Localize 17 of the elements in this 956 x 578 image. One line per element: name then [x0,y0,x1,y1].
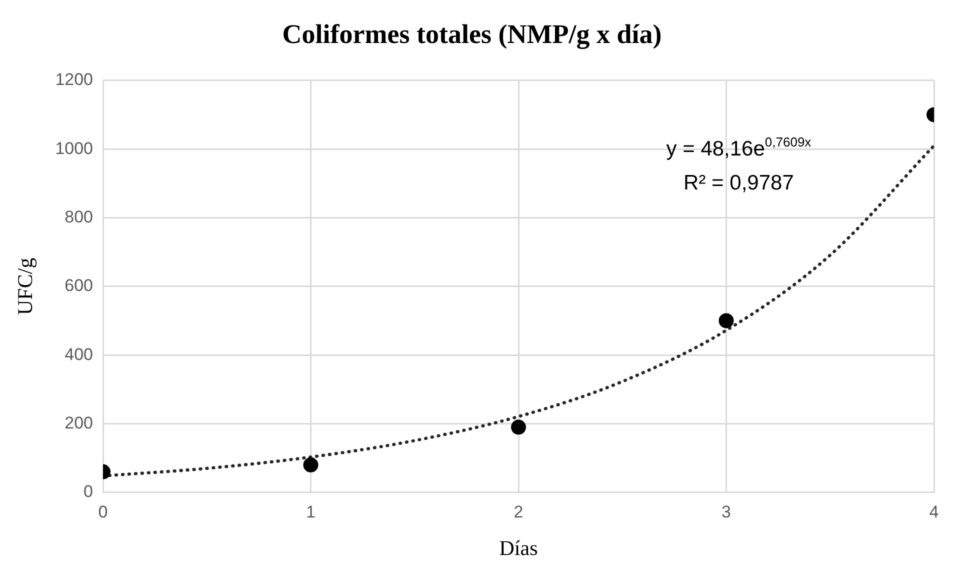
y-tick-label: 200 [64,413,94,432]
y-tick-label: 800 [64,207,94,226]
x-tick-label: 4 [929,502,939,522]
x-tick-label: 1 [306,502,316,522]
x-tick-label: 3 [722,502,731,522]
y-axis-title: UFC/g [13,257,38,315]
y-tick-label: 0 [84,482,94,502]
chart-title: Coliformes totales (NMP/g x día) [282,19,662,50]
y-tick-label: 1200 [55,70,94,90]
x-tick-label: 0 [98,502,108,522]
y-tick-label: 400 [64,344,94,364]
y-tick-label: 1000 [55,138,94,158]
y-tick-label: 600 [64,276,94,296]
point [511,420,526,435]
annotation: R² = 0,9787 [684,171,794,194]
x-axis-title: Días [499,536,538,560]
x-tick-label: 2 [514,502,524,522]
